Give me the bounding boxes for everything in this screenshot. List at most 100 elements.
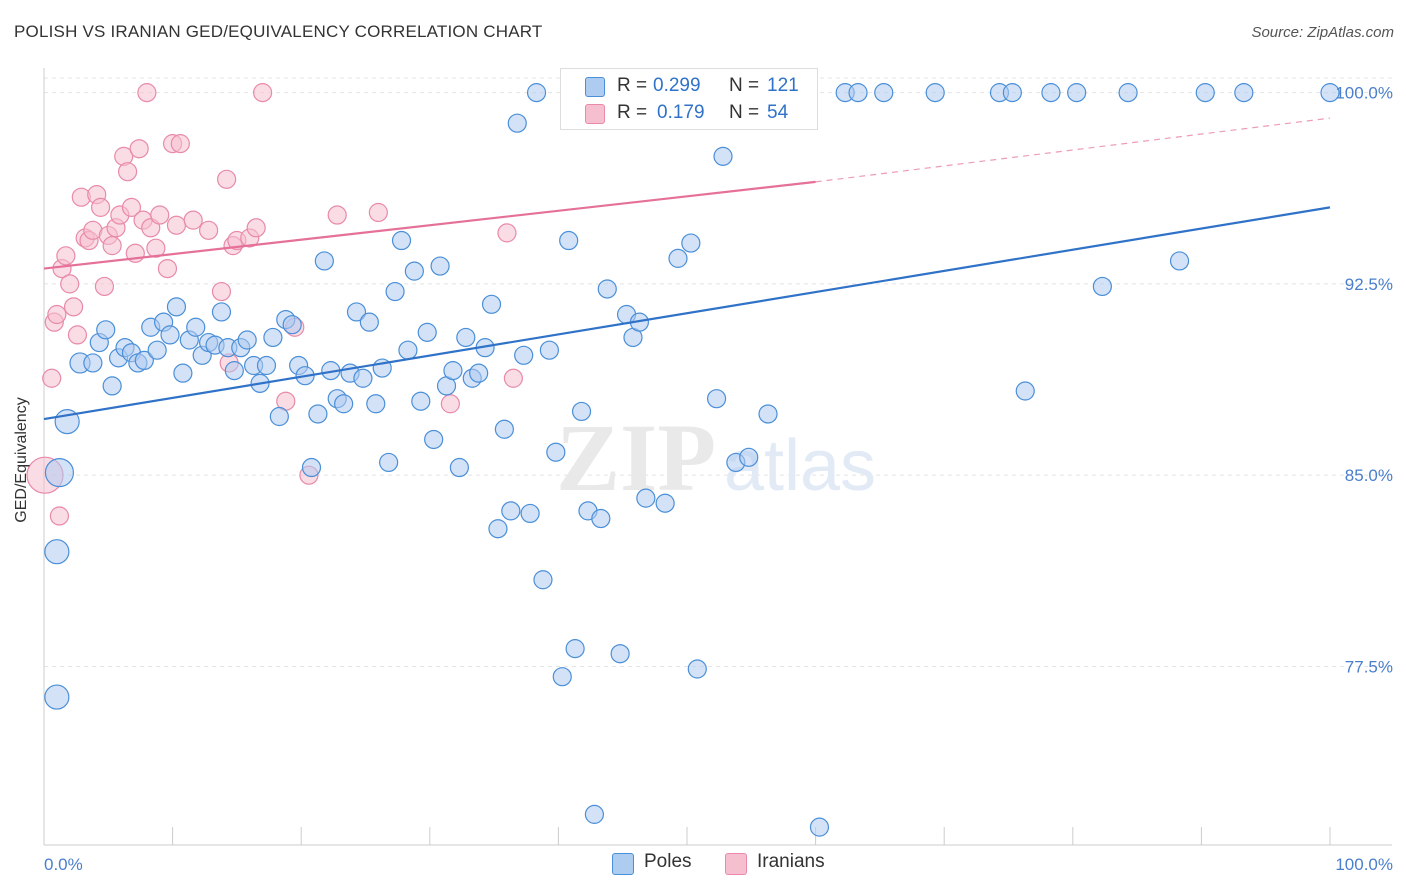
poles-point bbox=[1067, 83, 1087, 103]
poles-point bbox=[533, 570, 553, 590]
poles-point bbox=[488, 519, 508, 539]
poles-point bbox=[514, 345, 534, 365]
poles-point bbox=[424, 429, 444, 450]
iranians-point bbox=[137, 83, 157, 103]
iranians-point bbox=[211, 281, 232, 302]
correlation-legend: R = 0.299 N = 121 R = 0.179 N = 54 bbox=[560, 68, 818, 130]
poles-point bbox=[571, 401, 592, 422]
series-poles-points bbox=[44, 83, 1340, 837]
poles-point bbox=[456, 327, 476, 348]
poles-point bbox=[224, 361, 244, 381]
watermark-zip: ZIP bbox=[556, 404, 716, 511]
x-tick-label-min: 0.0% bbox=[44, 855, 83, 874]
poles-point bbox=[565, 639, 585, 659]
iranians-point bbox=[94, 276, 115, 297]
poles-point bbox=[636, 488, 656, 508]
iranians-point bbox=[60, 274, 80, 294]
poles-point bbox=[520, 503, 540, 524]
poles-point bbox=[501, 501, 521, 521]
poles-point bbox=[874, 83, 894, 103]
iranians-point bbox=[42, 368, 62, 388]
poles-point bbox=[526, 83, 547, 103]
poles-r-label: R = bbox=[617, 75, 648, 96]
poles-point bbox=[809, 817, 830, 837]
poles-point bbox=[552, 667, 572, 687]
y-tick-labels: 100.0% 92.5% 85.0% 77.5% bbox=[1335, 84, 1393, 677]
poles-point bbox=[1195, 83, 1215, 103]
poles-point bbox=[269, 406, 289, 427]
iranians-trend-extension bbox=[815, 117, 1331, 183]
poles-point bbox=[591, 508, 611, 529]
poles-point bbox=[96, 320, 116, 340]
iranians-point bbox=[253, 83, 273, 103]
poles-point bbox=[584, 804, 605, 824]
poles-point bbox=[758, 404, 778, 424]
poles-point bbox=[655, 493, 675, 513]
poles-point bbox=[687, 659, 707, 679]
poles-point bbox=[173, 363, 193, 383]
poles-point bbox=[1015, 381, 1035, 401]
poles-point bbox=[546, 442, 566, 462]
poles-point bbox=[443, 361, 463, 381]
poles-point bbox=[706, 389, 727, 409]
iranians-point bbox=[117, 162, 138, 182]
chart-title: POLISH VS IRANIAN GED/EQUIVALENCY CORREL… bbox=[14, 22, 543, 41]
y-tick-label: 92.5% bbox=[1345, 275, 1393, 294]
poles-point bbox=[507, 113, 527, 133]
poles-point bbox=[83, 353, 103, 373]
poles-point bbox=[334, 394, 354, 414]
poles-point bbox=[417, 322, 437, 342]
legend-poles-swatch bbox=[612, 853, 634, 875]
poles-point bbox=[359, 312, 379, 332]
poles-point bbox=[301, 457, 322, 478]
poles-point bbox=[44, 539, 70, 565]
poles-point bbox=[713, 146, 733, 166]
grid-lines bbox=[44, 77, 1392, 667]
y-tick-label: 77.5% bbox=[1345, 657, 1393, 676]
legend-iranians-swatch bbox=[725, 853, 747, 875]
iranians-swatch bbox=[585, 104, 605, 124]
poles-point bbox=[559, 230, 579, 251]
iranians-point bbox=[47, 304, 67, 325]
iranians-n-label: N = bbox=[729, 102, 760, 123]
watermark: ZIP atlas bbox=[556, 404, 876, 511]
iranians-point bbox=[129, 139, 149, 159]
iranians-n-value: 54 bbox=[767, 102, 789, 123]
poles-point bbox=[44, 458, 75, 488]
poles-point bbox=[186, 317, 206, 337]
poles-point bbox=[1234, 83, 1254, 103]
iranians-r-value: 0.179 bbox=[657, 102, 705, 123]
iranians-point bbox=[170, 134, 190, 154]
iranians-point bbox=[49, 506, 70, 526]
legend-poles-label: Poles bbox=[644, 851, 692, 872]
x-tick-labels: 0.0% 100.0% bbox=[44, 855, 1393, 874]
poles-point bbox=[263, 327, 283, 348]
iranians-point bbox=[497, 223, 517, 243]
iranians-r-label: R = bbox=[617, 102, 648, 123]
iranians-point bbox=[246, 218, 266, 238]
iranians-point bbox=[327, 205, 347, 225]
iranians-point bbox=[157, 258, 178, 279]
poles-point bbox=[211, 302, 232, 322]
poles-point bbox=[481, 294, 502, 314]
poles-point bbox=[1092, 276, 1112, 297]
source-label: Source: ZipAtlas.com bbox=[1251, 24, 1394, 41]
poles-trend-line bbox=[43, 206, 1331, 421]
poles-point bbox=[411, 391, 431, 411]
poles-point bbox=[166, 297, 187, 317]
poles-point bbox=[44, 684, 70, 710]
poles-point bbox=[1002, 83, 1022, 103]
iranians-point bbox=[63, 297, 84, 317]
y-tick-label: 85.0% bbox=[1345, 466, 1393, 485]
poles-point bbox=[494, 419, 514, 439]
iranians-point bbox=[102, 236, 122, 256]
poles-n-value: 121 bbox=[767, 75, 799, 96]
iranians-point bbox=[440, 394, 460, 414]
poles-n-label: N = bbox=[729, 75, 760, 96]
poles-point bbox=[681, 233, 701, 253]
poles-swatch bbox=[585, 77, 605, 97]
poles-point bbox=[379, 452, 399, 473]
iranians-point bbox=[90, 197, 111, 217]
poles-point bbox=[597, 279, 617, 299]
